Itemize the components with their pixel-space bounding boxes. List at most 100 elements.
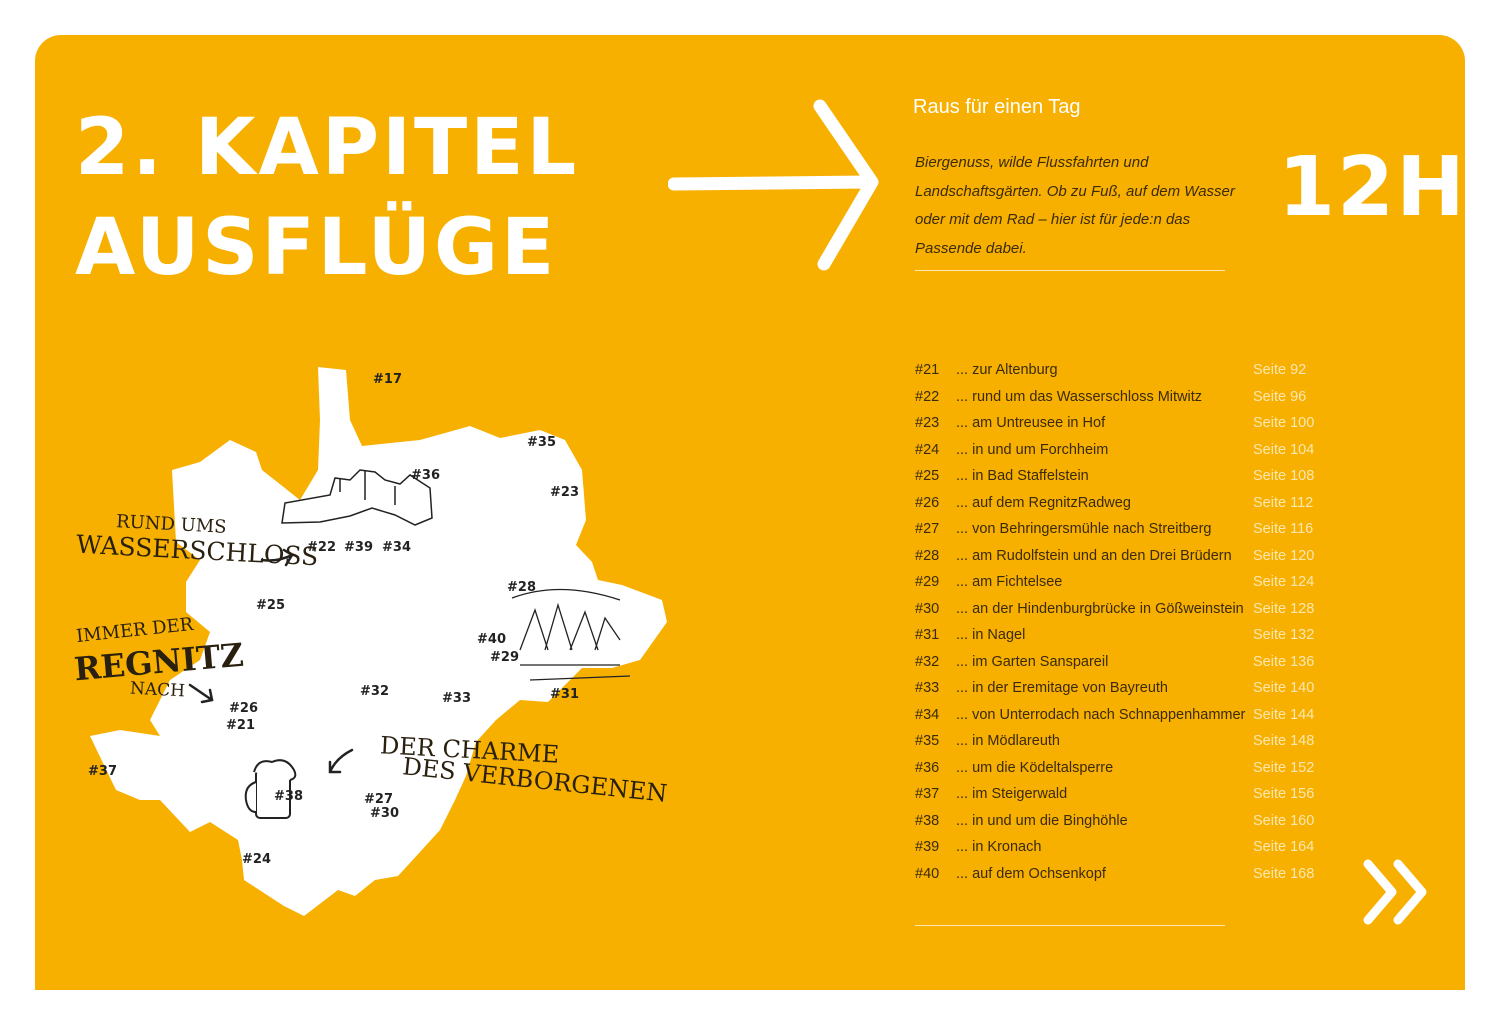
toc-number: #24 xyxy=(915,441,940,458)
toc-page: Seite 140 xyxy=(1253,680,1315,696)
toc-number: #22 xyxy=(915,388,940,405)
map-marker[interactable]: #32 xyxy=(360,684,389,699)
toc-page: Seite 164 xyxy=(1253,839,1315,855)
toc-row[interactable]: #27 ... von Behringersmühle nach Streitbe… xyxy=(915,519,1315,546)
duration-badge: 12H xyxy=(1278,140,1467,235)
toc-number: #26 xyxy=(915,494,940,511)
map-marker[interactable]: #26 xyxy=(229,701,258,716)
map-marker[interactable]: #38 xyxy=(274,789,303,804)
region-map xyxy=(90,367,667,916)
toc-title: ... im Garten Sanspareil xyxy=(956,653,1109,670)
toc-title: ... in Kronach xyxy=(956,839,1042,855)
toc-title: ... in Mödlareuth xyxy=(956,733,1060,749)
double-chevron-right-icon[interactable] xyxy=(1360,856,1435,931)
toc-title: ... in und um die Binghöhle xyxy=(956,812,1128,829)
toc-number: #40 xyxy=(915,865,940,882)
toc-row[interactable]: #25 ... in Bad Staffelstein Seite 108 xyxy=(915,466,1315,493)
toc-title: ... von Unterrodach nach Schnappenhammer xyxy=(956,706,1246,723)
toc-number: #36 xyxy=(915,759,940,776)
toc-number: #37 xyxy=(915,786,940,802)
toc-row[interactable]: #29 ... am Fichtelsee Seite 124 xyxy=(915,572,1315,599)
castle-illustration xyxy=(281,469,433,526)
toc-page: Seite 144 xyxy=(1253,706,1315,723)
toc-row[interactable]: #40 ... auf dem Ochsenkopf Seite 168 xyxy=(915,864,1315,891)
map-marker[interactable]: #40 xyxy=(477,632,506,647)
map-region-shape xyxy=(90,367,667,916)
toc-title: ... in und um Forchheim xyxy=(956,441,1109,458)
toc-row[interactable]: #33 ... in der Eremitage von Bayreuth Seit… xyxy=(915,678,1315,705)
toc-number: #39 xyxy=(915,839,940,855)
toc-number: #30 xyxy=(915,600,940,617)
chapter-title: 2. KAPITEL AUSFLÜGE xyxy=(75,98,579,298)
toc-page: Seite 124 xyxy=(1253,574,1315,590)
toc-row[interactable]: #31 ... in Nagel Seite 132 xyxy=(915,625,1315,652)
divider xyxy=(915,925,1225,926)
toc-number: #23 xyxy=(915,415,940,431)
toc-title: ... um die Ködeltalsperre xyxy=(956,759,1114,776)
toc-page: Seite 100 xyxy=(1253,415,1315,431)
section-subtitle: Raus für einen Tag xyxy=(913,96,1081,118)
toc-page: Seite 116 xyxy=(1253,521,1314,537)
toc-row[interactable]: #38 ... in und um die Binghöhle Seite 160 xyxy=(915,811,1315,838)
map-marker[interactable]: #28 xyxy=(507,580,536,595)
map-marker[interactable]: #21 xyxy=(226,718,255,733)
toc-page: Seite 152 xyxy=(1253,759,1315,776)
toc-number: #33 xyxy=(915,680,940,696)
toc-number: #21 xyxy=(915,362,940,378)
toc-title: ... im Steigerwald xyxy=(956,786,1068,802)
map-marker[interactable]: #24 xyxy=(242,852,271,867)
toc-page: Seite 132 xyxy=(1253,627,1315,643)
map-marker[interactable]: #37 xyxy=(88,764,117,779)
toc-page: Seite 128 xyxy=(1253,600,1315,617)
toc-title: ... von Behringersmühle nach Streitberg xyxy=(956,521,1212,537)
toc-row[interactable]: #39 ... in Kronach Seite 164 xyxy=(915,837,1315,864)
toc-number: #27 xyxy=(915,521,940,537)
map-marker[interactable]: #27 xyxy=(364,792,393,807)
map-marker[interactable]: #22 xyxy=(307,540,336,555)
map-marker[interactable]: #17 xyxy=(373,372,402,387)
toc-row[interactable]: #34 ... von Unterrodach nach Schnappenham… xyxy=(915,705,1315,732)
map-marker[interactable]: #30 xyxy=(370,806,399,821)
chapter-title-line1: 2. KAPITEL xyxy=(75,103,580,193)
toc-row[interactable]: #24 ... in und um Forchheim Seite 104 xyxy=(915,440,1315,467)
toc-row[interactable]: #22 ... rund um das Wasserschloss Mitwitz… xyxy=(915,387,1315,414)
map-marker[interactable]: #23 xyxy=(550,485,579,500)
toc-page: Seite 148 xyxy=(1253,733,1315,749)
toc-row[interactable]: #28 ... am Rudolfstein und an den Drei Br… xyxy=(915,546,1315,573)
toc-title: ... rund um das Wasserschloss Mitwitz xyxy=(956,388,1203,405)
map-marker[interactable]: #36 xyxy=(411,468,440,483)
toc-row[interactable]: #23 ... am Untreusee in Hof Seite 100 xyxy=(915,413,1315,440)
map-marker[interactable]: #33 xyxy=(442,691,471,706)
toc-row[interactable]: #26 ... auf dem RegnitzRadweg Seite 112 xyxy=(915,493,1315,520)
toc-page: Seite 92 xyxy=(1253,362,1307,378)
toc-title: ... in der Eremitage von Bayreuth xyxy=(956,680,1168,696)
toc-page: Seite 112 xyxy=(1253,494,1314,511)
toc-title: ... in Bad Staffelstein xyxy=(956,468,1089,484)
intro-text: Biergenuss, wilde Flussfahrten und Lands… xyxy=(915,154,1235,257)
forest-illustration xyxy=(511,588,631,681)
toc-row[interactable]: #37 ... im Steigerwald Seite 156 xyxy=(915,784,1315,811)
map-marker[interactable]: #25 xyxy=(256,598,285,613)
toc-row[interactable]: #35 ... in Mödlareuth Seite 148 xyxy=(915,731,1315,758)
toc-title: ... am Rudolfstein und an den Drei Brüde… xyxy=(956,547,1232,564)
toc-title: ... auf dem RegnitzRadweg xyxy=(956,494,1131,511)
map-marker[interactable]: #34 xyxy=(382,540,411,555)
table-of-contents: #21 ... zur Altenburg Seite 92 #22 ... rund … xyxy=(915,360,1315,890)
toc-page: Seite 168 xyxy=(1253,865,1315,882)
toc-page: Seite 136 xyxy=(1253,653,1315,670)
map-marker[interactable]: #29 xyxy=(490,650,519,665)
toc-title: ... auf dem Ochsenkopf xyxy=(956,865,1106,882)
map-marker[interactable]: #31 xyxy=(550,687,579,702)
map-marker[interactable]: #35 xyxy=(527,435,556,450)
toc-row[interactable]: #30 ... an der Hindenburgbrücke in Gößwei… xyxy=(915,599,1315,626)
map-marker[interactable]: #39 xyxy=(344,540,373,555)
toc-row[interactable]: #36 ... um die Ködeltalsperre Seite 152 xyxy=(915,758,1315,785)
toc-title: ... am Fichtelsee xyxy=(956,574,1063,590)
toc-number: #28 xyxy=(915,547,940,564)
toc-number: #29 xyxy=(915,574,940,590)
toc-number: #34 xyxy=(915,706,940,723)
toc-number: #25 xyxy=(915,468,940,484)
toc-row[interactable]: #21 ... zur Altenburg Seite 92 xyxy=(915,360,1315,387)
toc-page: Seite 104 xyxy=(1253,441,1315,458)
toc-row[interactable]: #32 ... im Garten Sanspareil Seite 136 xyxy=(915,652,1315,679)
